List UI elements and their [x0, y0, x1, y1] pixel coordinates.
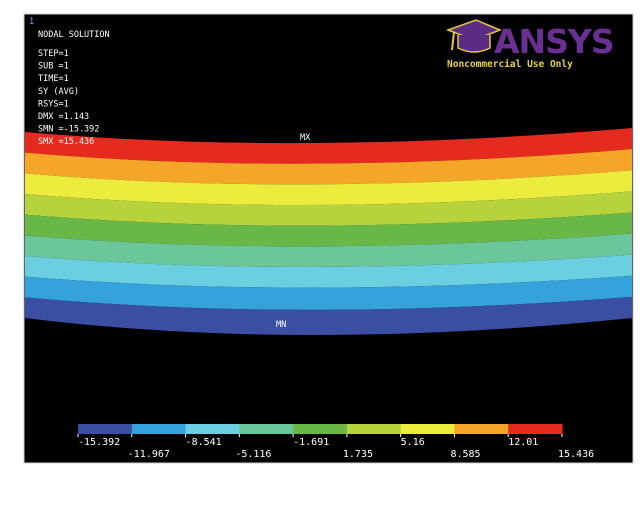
info-title: NODAL SOLUTION [38, 30, 110, 40]
legend-label: -5.116 [235, 449, 271, 460]
contour-band [25, 191, 632, 226]
window-number: 1 [29, 17, 34, 27]
legend-swatch [508, 424, 563, 434]
legend-swatch [239, 424, 294, 434]
info-line: RSYS=1 [38, 99, 69, 109]
contour-band [25, 254, 632, 288]
legend-swatch [185, 424, 240, 434]
legend-swatch [131, 424, 187, 434]
legend-label: 8.585 [450, 449, 480, 460]
contour-band [25, 170, 632, 206]
info-line: SMN =-15.392 [38, 125, 99, 135]
contour-band [25, 275, 632, 310]
legend-swatch [400, 424, 455, 434]
legend-label: 12.01 [508, 437, 538, 448]
info-line: TIME=1 [38, 74, 69, 84]
legend-label: -8.541 [186, 437, 222, 448]
legend-label: -15.392 [78, 437, 120, 448]
legend-swatch [293, 424, 348, 434]
legend: -15.392 -11.967 -8.541 -5.116 -1.691 1.735 5.1… [77, 424, 594, 460]
legend-label: 5.16 [401, 437, 425, 448]
legend-label: 1.735 [343, 449, 373, 460]
min-marker: MN [276, 320, 286, 330]
legend-label: -11.967 [128, 449, 170, 460]
info-line: SMX =15.436 [38, 137, 94, 147]
logo-name: ANSYS [494, 22, 614, 61]
info-line: DMX =1.143 [38, 112, 89, 122]
legend-label: -1.691 [293, 437, 329, 448]
logo-icon [445, 19, 503, 53]
info-line: STEP=1 [38, 49, 69, 59]
info-line: SUB =1 [38, 62, 69, 72]
contour-band [25, 212, 632, 247]
legend-swatch [454, 424, 509, 434]
legend-swatch [346, 424, 402, 434]
legend-label: 15.436 [558, 449, 594, 460]
max-marker: MX [300, 133, 311, 143]
legend-swatch [78, 424, 133, 434]
info-line: SY (AVG) [38, 87, 79, 97]
contour-band [25, 149, 632, 185]
info: STEP=1 SUB =1 TIME=1 SY (AVG) RSYS=1 DMX =1.1… [38, 49, 99, 147]
contour-band [25, 128, 632, 164]
beam [25, 128, 632, 335]
logo-note: Noncommercial Use Only [447, 59, 573, 70]
contour-band [25, 296, 632, 335]
contour-band [25, 233, 632, 268]
